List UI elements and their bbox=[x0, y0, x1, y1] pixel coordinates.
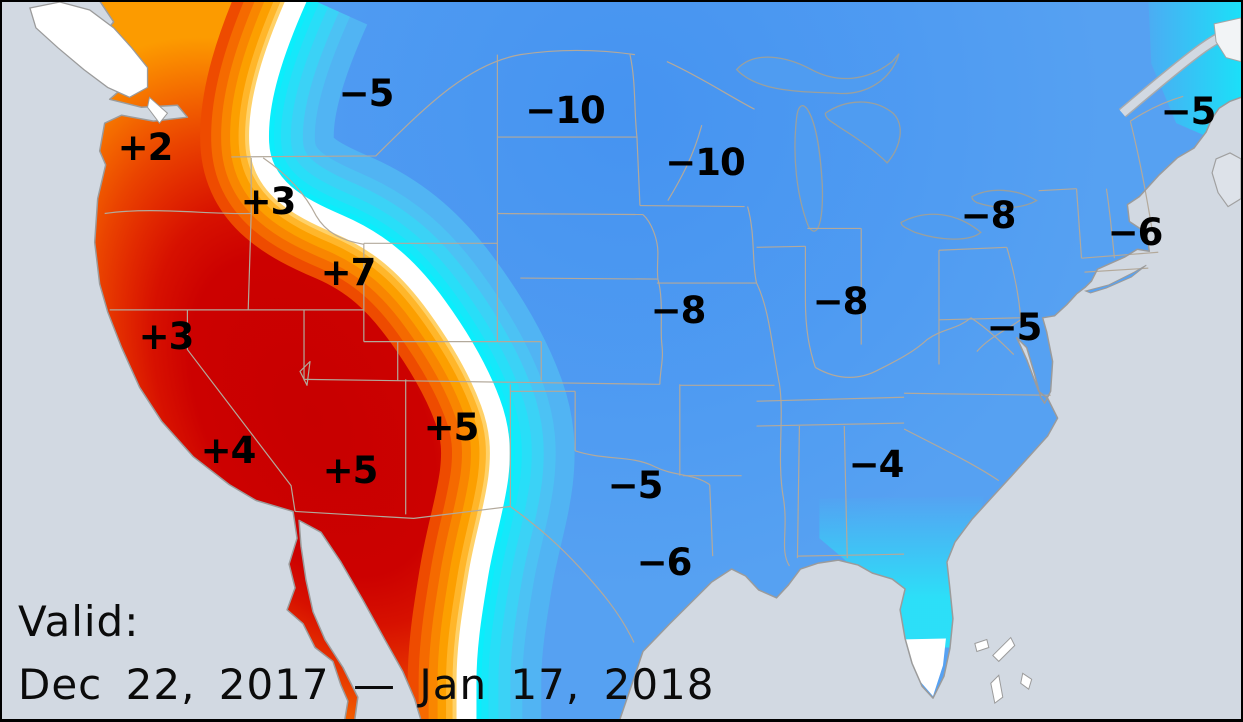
offshore-features bbox=[29, 2, 1241, 704]
lake-michigan bbox=[794, 105, 824, 232]
vancouver-island bbox=[29, 2, 149, 99]
valid-range: Dec 22, 2017 — Jan 17, 2018 bbox=[18, 660, 715, 709]
florida-cyan-zone bbox=[819, 496, 984, 648]
state-borders bbox=[104, 49, 1184, 643]
lake-ontario bbox=[971, 189, 1038, 209]
south-florida-white-zone bbox=[898, 638, 946, 697]
long-island bbox=[1083, 264, 1147, 294]
st-lawrence-estuary bbox=[1213, 17, 1241, 63]
valid-label: Valid: bbox=[18, 597, 140, 646]
lake-erie bbox=[900, 213, 982, 240]
validity-caption: Valid: Dec 22, 2017 — Jan 17, 2018 bbox=[18, 597, 714, 709]
lake-huron bbox=[824, 101, 901, 164]
bahamas-islands bbox=[974, 636, 1033, 704]
nova-scotia bbox=[1211, 152, 1241, 208]
coastline bbox=[93, 2, 1241, 719]
puget-island bbox=[146, 96, 169, 124]
lake-superior bbox=[735, 53, 900, 95]
great-lakes bbox=[735, 53, 1038, 240]
